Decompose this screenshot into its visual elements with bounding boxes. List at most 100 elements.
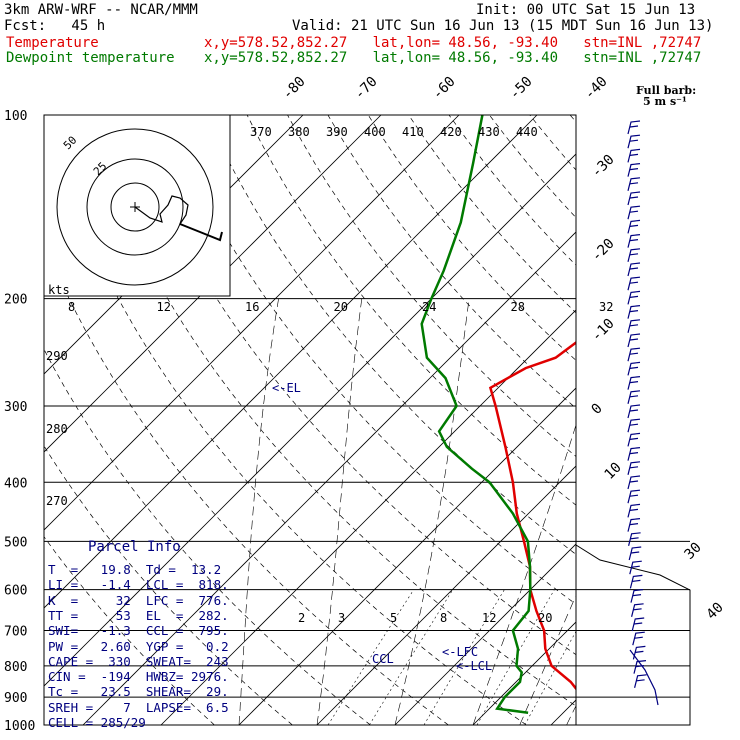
temperature-tick-label: -80 <box>280 74 309 103</box>
dry-adiabat-line <box>448 115 576 266</box>
parcel-info-row: SREH = 7 LAPSE= 6.5 <box>48 699 229 715</box>
parcel-info-row: TT = 53 EL = 282. <box>48 607 229 623</box>
wind-barb <box>633 660 647 674</box>
wind-barb <box>627 418 641 433</box>
dry-adiabat-line <box>691 115 740 725</box>
mixing-ratio-label: 2 <box>298 611 305 625</box>
dry-adiabat-line <box>206 115 576 555</box>
mixing-ratio-label: 20 <box>538 611 552 625</box>
temperature-tick-label: 30 <box>682 540 705 563</box>
mixing-ratio-label: 8 <box>440 611 447 625</box>
isotherm-line <box>44 115 460 531</box>
temperature-series-line <box>488 340 576 691</box>
wind-barb <box>627 219 641 234</box>
wind-barb <box>628 532 641 546</box>
dry-adiabat-line <box>44 115 527 725</box>
dry-adiabat-line <box>246 115 576 506</box>
dewpoint-location: x,y=578.52,852.27 lat,lon= 48.56, -93.40… <box>204 50 702 66</box>
temperature-tick-label: -60 <box>430 74 459 103</box>
level-annotation: <-EL <box>272 381 301 395</box>
theta-e-label: 280 <box>46 422 68 436</box>
wind-barb <box>627 503 641 518</box>
hodograph-box <box>43 114 231 297</box>
barb-legend-line1: Full barb: <box>636 84 696 97</box>
isotherm-line <box>629 115 740 725</box>
hodograph-speed-label: 28 <box>511 300 525 314</box>
hodograph-speed-label: 20 <box>334 300 348 314</box>
theta-label: 390 <box>326 125 348 139</box>
mixing-ratio-line <box>588 590 659 725</box>
wind-barb <box>627 290 641 305</box>
pressure-tick-label: 700 <box>4 625 27 640</box>
parcel-info-row: K = 32 LFC = 776. <box>48 592 229 608</box>
plot-frame <box>43 114 577 726</box>
theta-e-label: 290 <box>46 349 68 363</box>
temperature-tick-label: -30 <box>589 152 618 181</box>
parcel-info-row: T = 19.8 Td = 13.2 <box>48 562 222 577</box>
theta-label: 370 <box>250 125 272 139</box>
wind-barb <box>627 248 641 262</box>
barb-legend-line2: 5 m s⁻¹ <box>643 95 687 108</box>
valid-time: Valid: 21 UTC Sun 16 Jun 13 (15 MDT Sun … <box>292 18 714 34</box>
isotherm-line <box>82 231 576 725</box>
moist-adiabat-line <box>566 705 576 725</box>
dry-adiabat-line <box>166 115 576 605</box>
level-annotation: <-LCL <box>456 659 492 673</box>
mixing-ratio-line <box>327 589 414 725</box>
moist-adiabat-line <box>238 298 279 725</box>
temperature-tick-label: -40 <box>582 74 611 103</box>
parcel-info-row: LI = -1.4 LCL = 818. <box>48 577 229 593</box>
wind-barb <box>627 432 641 447</box>
wind-barb <box>627 163 641 177</box>
dry-adiabat-line <box>44 241 449 725</box>
mixing-ratio-label: 12 <box>482 611 496 625</box>
wind-barb-lower <box>629 649 659 706</box>
theta-e-label: 270 <box>46 494 68 508</box>
wind-barb <box>627 305 641 319</box>
temperature-tick-label: -50 <box>507 74 536 103</box>
wind-barb <box>627 234 641 248</box>
isotherm-line <box>316 465 576 725</box>
wind-barb <box>627 276 641 291</box>
hodograph-ring <box>110 182 160 232</box>
dry-adiabat-line <box>44 536 215 725</box>
dewpoint-series-line <box>420 115 532 715</box>
hodograph-ring <box>86 158 184 256</box>
temperature-tick-label: 10 <box>602 460 625 483</box>
hodograph-unit-label: kts <box>48 283 70 297</box>
wind-barb <box>627 205 641 220</box>
theta-label: 410 <box>402 125 424 139</box>
wind-barb <box>629 574 643 589</box>
parcel-info-row: PW = 2.60 YGP = 0.2 <box>48 638 229 654</box>
hodograph-speed-label: 12 <box>157 300 171 314</box>
hodograph-speed-label: 32 <box>599 300 613 314</box>
isotherm-line <box>44 115 538 609</box>
dry-adiabat-line <box>732 115 740 725</box>
pressure-tick-label: 300 <box>4 400 27 415</box>
mixing-ratio-line <box>476 589 555 725</box>
temperature-tick-label: -20 <box>589 236 618 265</box>
wind-barb <box>627 347 641 362</box>
wind-barb <box>627 120 641 135</box>
moist-adiabat-line <box>316 298 363 725</box>
dry-adiabat-line <box>125 115 576 656</box>
hodograph-speed-label: 16 <box>245 300 259 314</box>
wind-barb <box>627 518 641 532</box>
init-time: Init: 00 UTC Sat 15 Jun 13 <box>476 2 696 18</box>
hodograph-ring <box>56 128 214 286</box>
hodograph-speed-label: 24 <box>422 300 436 314</box>
pressure-tick-label: 900 <box>4 691 27 706</box>
wind-barb <box>629 560 642 575</box>
wind-barb <box>632 631 645 646</box>
level-annotation: CCL <box>372 652 394 666</box>
isotherm-line <box>160 309 576 725</box>
wind-barb <box>627 404 641 419</box>
parcel-info-row: CIN = -194 HWBZ= 2976. <box>48 669 229 685</box>
hodograph-speed-label: 8 <box>68 300 75 314</box>
theta-label: 440 <box>516 125 538 139</box>
parcel-info-row: Tc = 23.5 SHEAR= 29. <box>48 684 229 700</box>
pressure-tick-label: 400 <box>4 476 27 491</box>
level-annotation: <-LFC <box>442 645 478 659</box>
wind-barb <box>627 134 641 149</box>
